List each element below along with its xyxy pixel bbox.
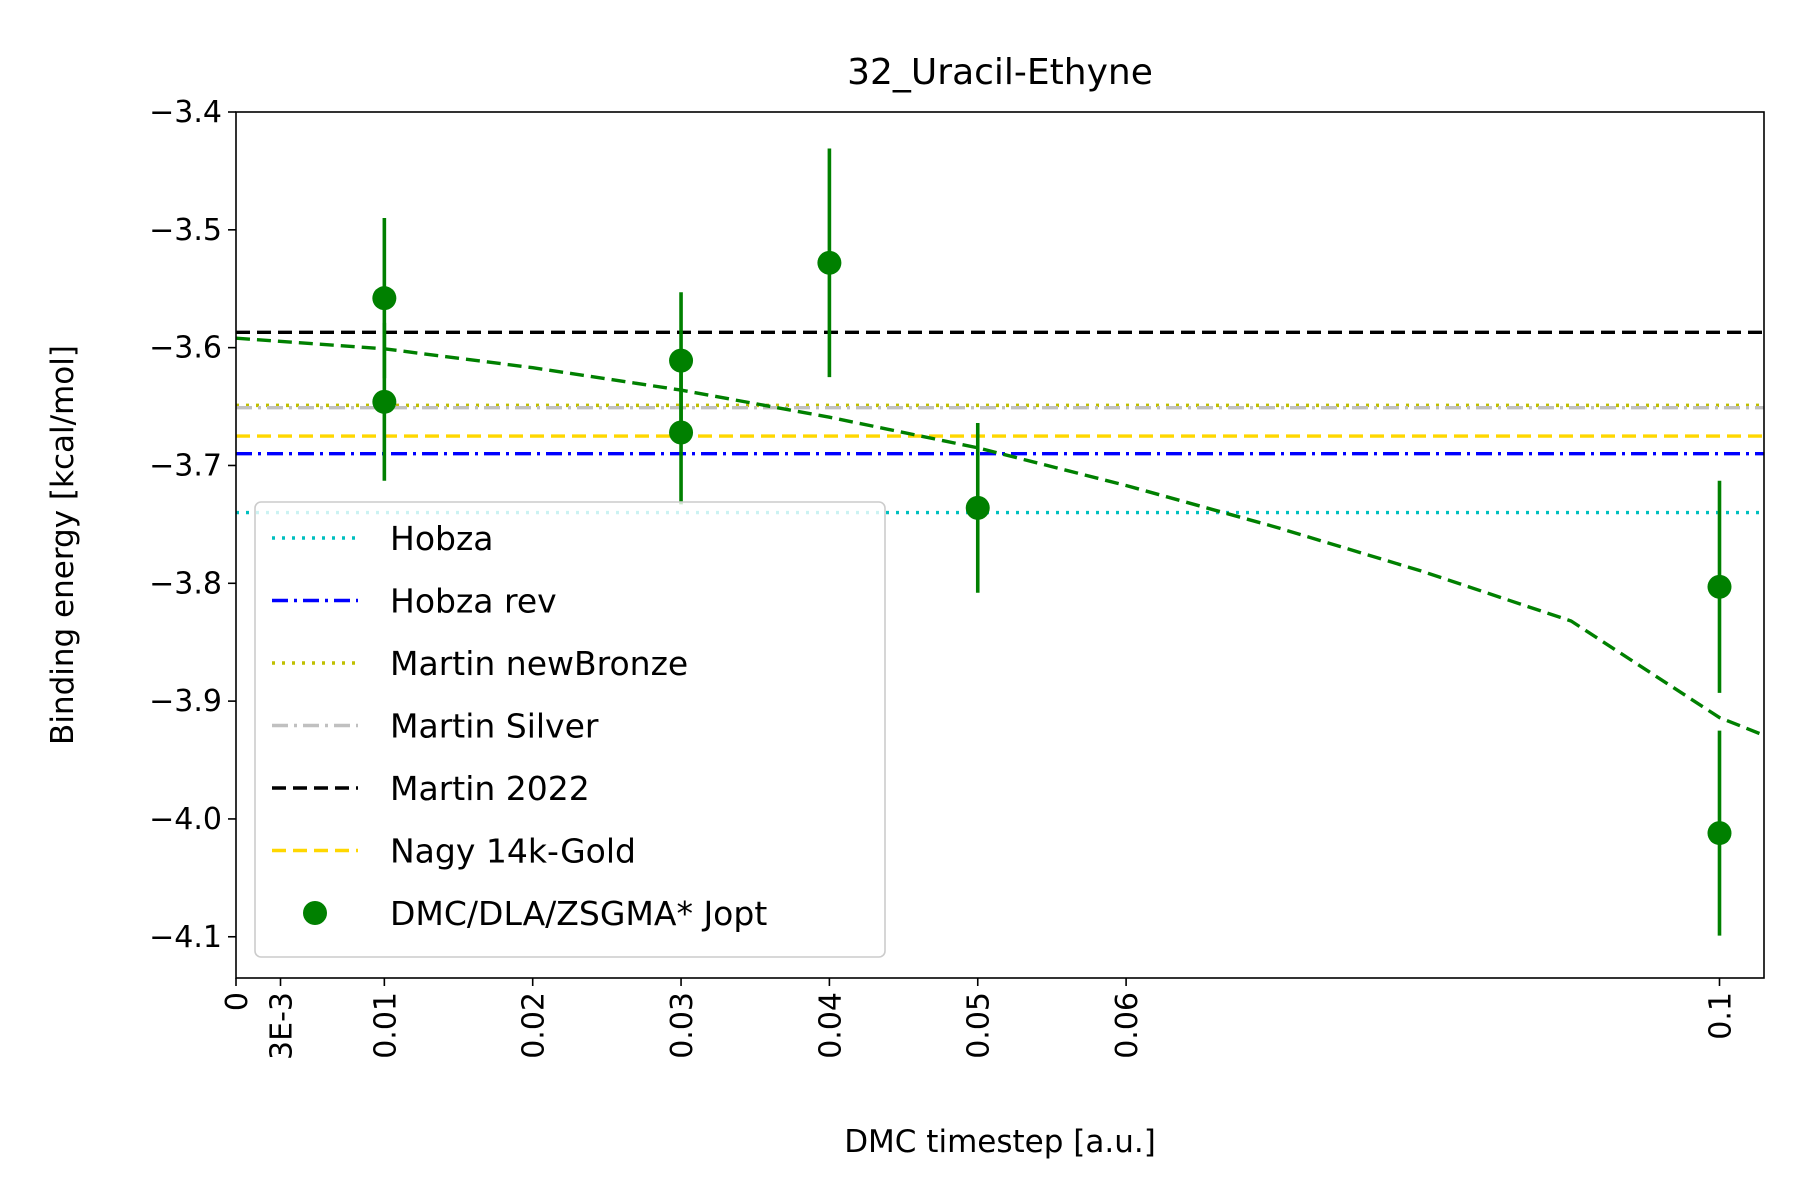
chart-title: 32_Uracil-Ethyne	[847, 52, 1153, 93]
data-point	[1707, 574, 1732, 599]
legend: Hobza Hobza rev Martin newBronze Martin Sil…	[254, 501, 886, 958]
legend-marker	[303, 901, 327, 925]
y-tick-label: −4.1	[149, 920, 222, 955]
x-tick-label: 0.06	[1110, 992, 1145, 1059]
data-point	[372, 389, 397, 414]
data-point	[1707, 821, 1732, 846]
y-tick-label: −3.8	[149, 566, 222, 601]
y-tick-label: −3.9	[149, 684, 222, 719]
x-tick-label: 0	[220, 992, 255, 1011]
fit-curve	[236, 336, 1764, 737]
y-axis: −3.4 −3.5 −3.6 −3.7 −3.8 −3.9 −4.0 −4.1	[149, 95, 236, 955]
data-point	[965, 495, 990, 520]
plot-area	[236, 148, 1764, 936]
legend-label: DMC/DLA/ZSGMA* Jopt	[390, 894, 767, 933]
data-point	[372, 286, 397, 311]
legend-label: Martin newBronze	[390, 644, 688, 683]
x-tick-label: 0.1	[1703, 992, 1738, 1040]
data-point	[669, 420, 694, 445]
legend-label: Nagy 14k-Gold	[390, 832, 636, 871]
data-point	[817, 250, 842, 275]
x-tick-label: 3E-3	[265, 992, 300, 1060]
legend-label: Hobza	[390, 519, 494, 558]
x-tick-label: 0.03	[665, 992, 700, 1059]
x-tick-label: 0.04	[813, 992, 848, 1059]
legend-label: Martin 2022	[390, 769, 590, 808]
x-axis-label: DMC timestep [a.u.]	[844, 1124, 1156, 1160]
legend-box	[254, 501, 886, 958]
y-tick-label: −4.0	[149, 802, 222, 837]
x-axis: 0 3E-3 0.01 0.02 0.03 0.04 0.05 0.06 0.1	[220, 978, 1738, 1060]
y-tick-label: −3.4	[149, 95, 222, 130]
x-tick-label: 0.02	[517, 992, 552, 1059]
y-tick-label: −3.5	[149, 213, 222, 248]
x-tick-label: 0.05	[962, 992, 997, 1059]
x-tick-label: 0.01	[368, 992, 403, 1059]
y-tick-label: −3.6	[149, 331, 222, 366]
y-axis-label: Binding energy [kcal/mol]	[45, 345, 81, 745]
legend-label: Hobza rev	[390, 582, 557, 621]
y-tick-label: −3.7	[149, 448, 222, 483]
legend-label: Martin Silver	[390, 707, 599, 746]
plot-frame	[235, 111, 1765, 979]
